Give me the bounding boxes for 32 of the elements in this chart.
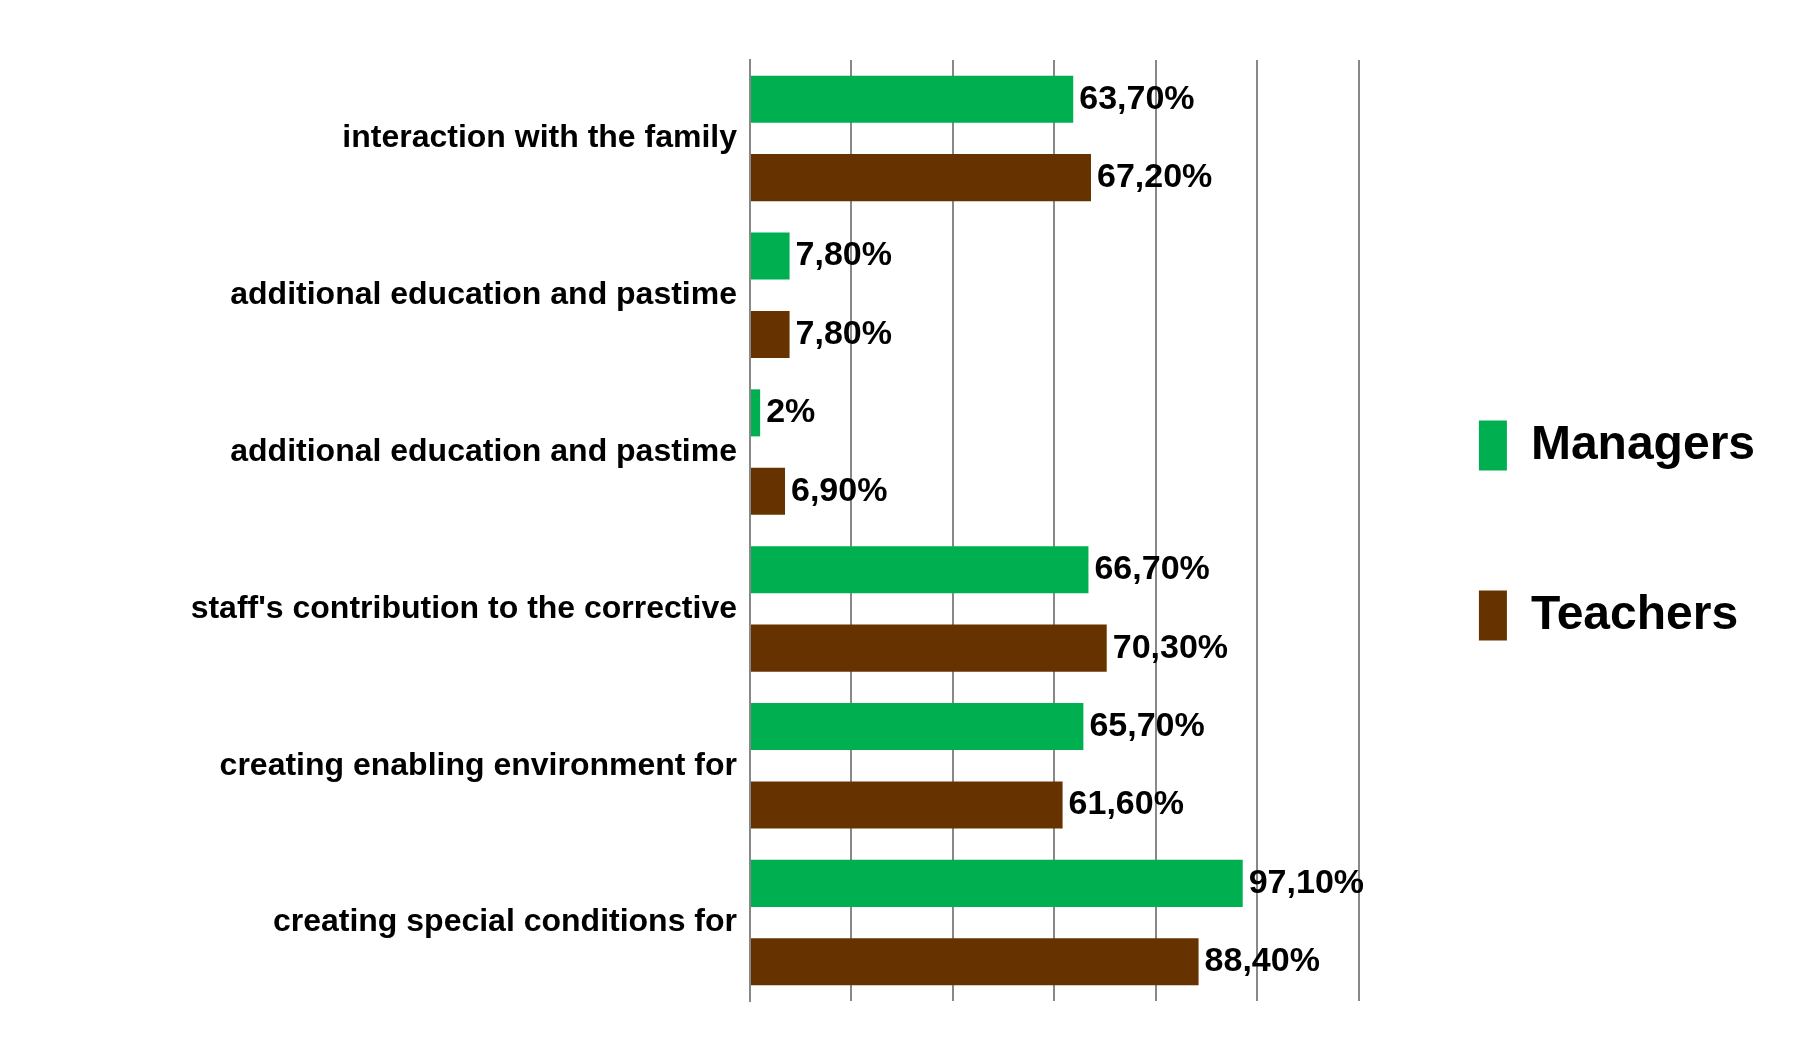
bar bbox=[751, 310, 790, 358]
data-label: 61,60% bbox=[1068, 783, 1184, 822]
legend-label: Teachers bbox=[1530, 585, 1739, 639]
y-tick-label: additional education and pastime bbox=[230, 275, 737, 312]
bar bbox=[751, 154, 1091, 202]
y-tick-label: creating special conditions for bbox=[272, 902, 737, 939]
bar bbox=[751, 389, 761, 437]
data-label: 65,70% bbox=[1089, 704, 1205, 743]
data-label: 88,40% bbox=[1204, 940, 1320, 979]
legend-label: Managers bbox=[1530, 415, 1756, 469]
data-label: 2% bbox=[766, 391, 816, 430]
bar bbox=[751, 859, 1243, 907]
y-tick-label: interaction with the family bbox=[342, 118, 738, 155]
data-label: 97,10% bbox=[1248, 861, 1365, 900]
data-label: 66,70% bbox=[1094, 548, 1210, 587]
y-tick-label: additional education and pastime bbox=[230, 431, 737, 468]
bar bbox=[751, 546, 1089, 594]
bar bbox=[751, 938, 1199, 986]
bar bbox=[751, 624, 1107, 672]
y-tick-label: creating enabling environment for bbox=[219, 745, 737, 782]
data-label: 6,90% bbox=[791, 469, 888, 508]
bar bbox=[751, 232, 790, 280]
data-label: 67,20% bbox=[1096, 156, 1213, 194]
data-label: 63,70% bbox=[1079, 77, 1195, 116]
y-tick-label: staff's contribution to the corrective bbox=[190, 588, 737, 625]
bar bbox=[751, 75, 1074, 123]
bar bbox=[751, 467, 786, 515]
data-label: 70,30% bbox=[1112, 626, 1229, 665]
bar bbox=[751, 703, 1084, 751]
data-label: 7,80% bbox=[795, 234, 892, 273]
data-label: 7,80% bbox=[795, 312, 892, 351]
bar bbox=[751, 781, 1063, 829]
